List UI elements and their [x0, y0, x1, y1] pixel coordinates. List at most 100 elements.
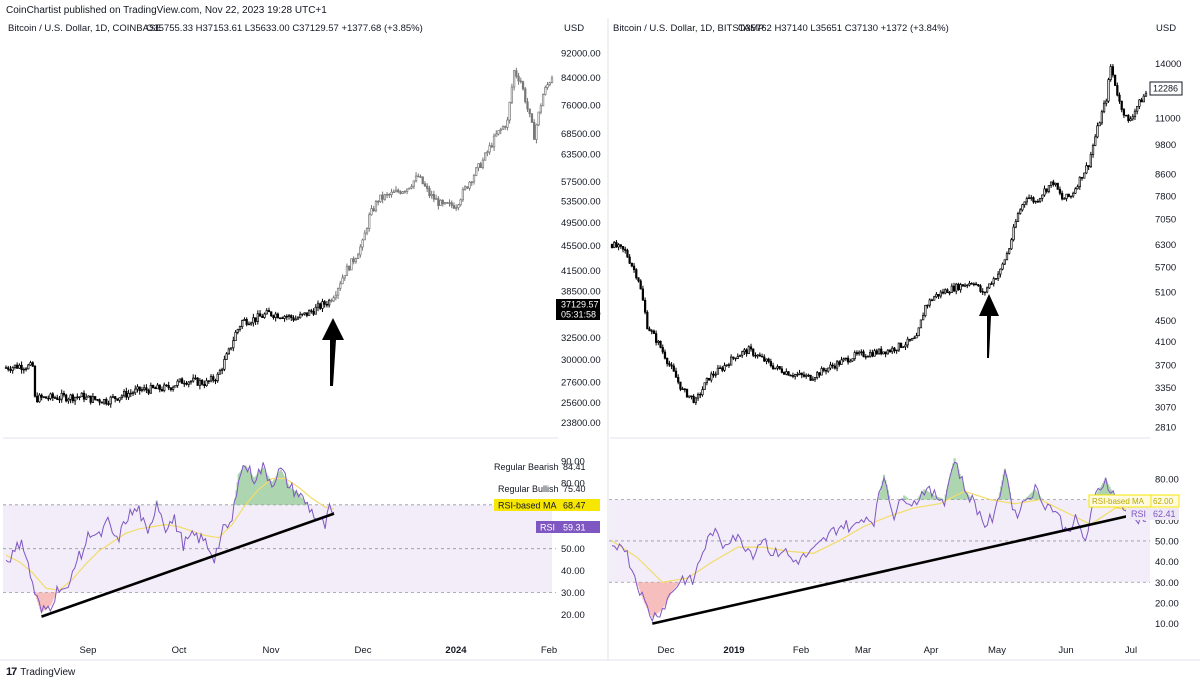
candle-body — [194, 377, 197, 380]
candle-body — [530, 113, 534, 123]
right-last-price-tag: 12286 — [1149, 81, 1183, 96]
tradingview-brand: TradingView — [20, 666, 76, 678]
candle-body — [986, 287, 989, 293]
candle-body — [519, 80, 522, 83]
candle-body — [904, 344, 907, 348]
candle-body — [510, 86, 514, 103]
rsi-line — [611, 461, 1147, 623]
candle-body — [1078, 176, 1081, 188]
candle-body — [508, 101, 511, 121]
candle-body — [1116, 85, 1119, 96]
candle-body — [388, 193, 391, 196]
candle-body — [185, 382, 188, 385]
candle-body — [296, 317, 300, 320]
candle-body — [1113, 74, 1117, 86]
candle-body — [796, 374, 799, 376]
candle-body — [160, 389, 164, 392]
candle-body — [875, 350, 878, 355]
candle-body — [537, 111, 540, 126]
candle-body — [880, 348, 883, 355]
candle-body — [548, 82, 551, 86]
candle-body — [399, 191, 402, 194]
candle-body — [1129, 118, 1132, 121]
candle-body — [492, 135, 496, 148]
price-tick-label: 27600.00 — [561, 378, 601, 389]
candle-body — [546, 84, 549, 88]
candle-body — [871, 352, 874, 357]
candle-body — [459, 199, 462, 206]
candle-body — [1043, 188, 1046, 196]
candle-body — [610, 244, 614, 248]
left-rsi-ma-tag-bg — [494, 499, 558, 511]
candle-body — [216, 373, 219, 382]
time-tick-label: Oct — [172, 645, 187, 656]
candle-body — [385, 193, 389, 196]
candle-body — [727, 364, 731, 366]
candle-body — [741, 351, 744, 356]
candle-body — [339, 283, 342, 289]
candle-body — [506, 119, 509, 128]
candle-body — [1072, 192, 1075, 197]
candle-body — [283, 315, 286, 319]
time-tick-label: Feb — [541, 645, 557, 656]
candle-body — [267, 310, 271, 313]
rsi-ma-line — [611, 490, 1147, 583]
candle-body — [232, 340, 235, 349]
candle-body — [992, 278, 995, 285]
candle-body — [935, 294, 938, 298]
candle-body — [463, 186, 467, 190]
candle-body — [521, 81, 525, 90]
candle-body — [461, 189, 464, 201]
bitstamp-chart[interactable]: Bitcoin / U.S. Dollar, 1D, BITSTAMP O357… — [609, 23, 1183, 656]
candle-body — [158, 384, 161, 390]
candle-body — [207, 380, 210, 382]
candle-body — [16, 364, 19, 369]
candle-body — [336, 288, 340, 296]
candle-body — [397, 189, 400, 193]
price-tick-label: 84000.00 — [561, 73, 601, 84]
candle-body — [930, 299, 934, 302]
left-rsi-ma-label: RSI-based MA — [498, 501, 557, 511]
time-tick-label: Jun — [1058, 645, 1073, 656]
candle-body — [254, 317, 257, 322]
candle-body — [256, 313, 259, 322]
price-tick-label: 11000 — [1155, 114, 1181, 125]
candle-body — [906, 338, 909, 346]
candle-body — [69, 394, 72, 400]
coinbase-chart[interactable]: Bitcoin / U.S. Dollar, 1D, COINBASE O357… — [3, 18, 601, 656]
rsi-tick-label: 40.00 — [1155, 557, 1179, 568]
price-tick-label: 9800 — [1155, 140, 1176, 151]
candle-body — [794, 374, 797, 377]
candle-body — [979, 285, 982, 292]
candle-body — [974, 283, 978, 286]
candle-body — [368, 214, 371, 229]
candle-body — [430, 194, 433, 197]
candle-body — [299, 314, 302, 319]
candle-body — [120, 395, 124, 399]
candle-body — [701, 389, 704, 396]
candle-body — [180, 378, 184, 384]
rsi-oversold-fill — [637, 582, 680, 618]
candle-body — [1094, 136, 1097, 146]
candle-body — [475, 167, 478, 176]
candle-body — [763, 356, 766, 362]
candle-body — [699, 394, 702, 396]
candle-body — [381, 194, 384, 200]
candle-body — [127, 393, 130, 398]
right-rsi-value: 62.41 — [1153, 509, 1176, 519]
candle-body — [1052, 181, 1055, 185]
candle-body — [663, 351, 667, 359]
publisher-caption: CoinChartist published on TradingView.co… — [6, 5, 327, 16]
candle-body — [94, 396, 97, 400]
price-tick-label: 7050 — [1155, 214, 1176, 225]
candle-body — [60, 393, 63, 400]
candle-body — [426, 185, 429, 189]
right-rsi-ma-value-tag — [1150, 494, 1180, 508]
price-tick-label: 14000 — [1155, 59, 1181, 70]
left-divergence-labels: Regular Bearish 84.41 Regular Bullish 75… — [494, 462, 600, 533]
price-tick-label: 41500.00 — [561, 266, 601, 277]
candle-body — [771, 365, 775, 370]
price-tick-label: 63500.00 — [561, 150, 601, 161]
candle-body — [997, 273, 1000, 279]
left-last-price-bg — [556, 299, 600, 320]
